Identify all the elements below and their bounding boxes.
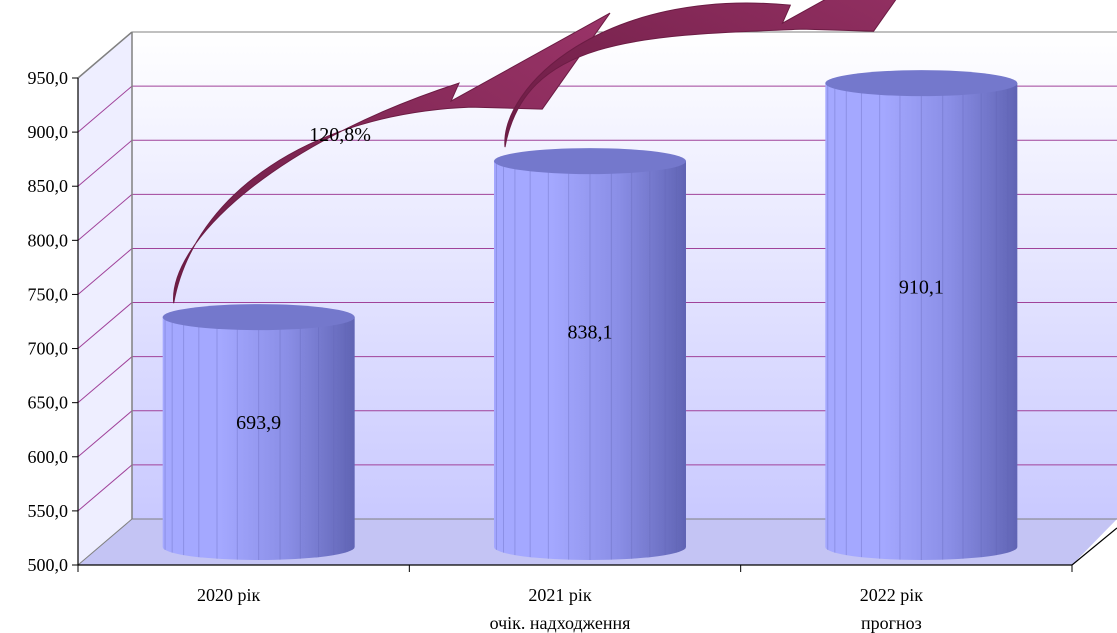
gridline — [77, 85, 133, 133]
x-tick-label: 2020 рік — [197, 585, 261, 605]
gridline — [77, 464, 133, 512]
bar-top — [494, 148, 686, 175]
x-tick-label-sub: очік. надходження — [490, 613, 631, 633]
growth-arrows: 120,8% 108,6 % — [173, 0, 897, 304]
y-tick-label: 900,0 — [28, 122, 69, 142]
y-tick-label: 500,0 — [28, 555, 69, 575]
bar-body — [494, 161, 686, 561]
x-axis: 2020 рік 2021 рік очік. надходження 2022 рі… — [77, 565, 1073, 633]
bar-top — [162, 304, 355, 331]
data-labels: 693,9 838,1 910,1 — [236, 276, 944, 434]
data-label: 910,1 — [899, 276, 944, 298]
data-label: 693,9 — [236, 412, 281, 434]
data-label: 838,1 — [568, 322, 613, 344]
y-tick-label: 950,0 — [28, 68, 69, 88]
y-tick-label: 700,0 — [28, 339, 69, 359]
gridline — [77, 410, 133, 458]
growth-arrow-shape — [173, 12, 611, 304]
y-tick-label: 550,0 — [28, 501, 69, 521]
y-tick-label: 850,0 — [28, 176, 69, 196]
gridline — [77, 302, 133, 349]
bar — [162, 304, 355, 560]
growth-arrow-shape — [504, 0, 897, 148]
y-tick-label: 750,0 — [28, 284, 69, 304]
x-tick-label: 2021 рік — [528, 585, 592, 605]
y-axis: 500,0 550,0 600,0 650,0 700,0 750,0 800,0 850,0… — [28, 68, 78, 575]
x-tick-label-sub: прогноз — [861, 613, 922, 633]
bar — [825, 70, 1018, 560]
growth-label: 120,8% — [309, 124, 371, 146]
y-tick-label: 600,0 — [28, 447, 69, 467]
bars — [162, 70, 1018, 561]
gridline — [77, 139, 133, 187]
gridline — [77, 356, 133, 404]
y-tick-label: 650,0 — [28, 393, 69, 413]
y-tick-label: 800,0 — [28, 230, 69, 250]
growth-arrow: 108,6 % — [504, 0, 897, 148]
gridline — [77, 193, 133, 241]
bar-top — [825, 70, 1018, 97]
growth-arrow: 120,8% — [173, 12, 611, 304]
bar — [494, 148, 686, 561]
gridline — [77, 248, 133, 295]
x-tick-label: 2022 рік — [860, 585, 924, 605]
chart-side-wall — [78, 32, 132, 565]
bar-body — [825, 83, 1018, 560]
bar-body — [162, 317, 355, 560]
